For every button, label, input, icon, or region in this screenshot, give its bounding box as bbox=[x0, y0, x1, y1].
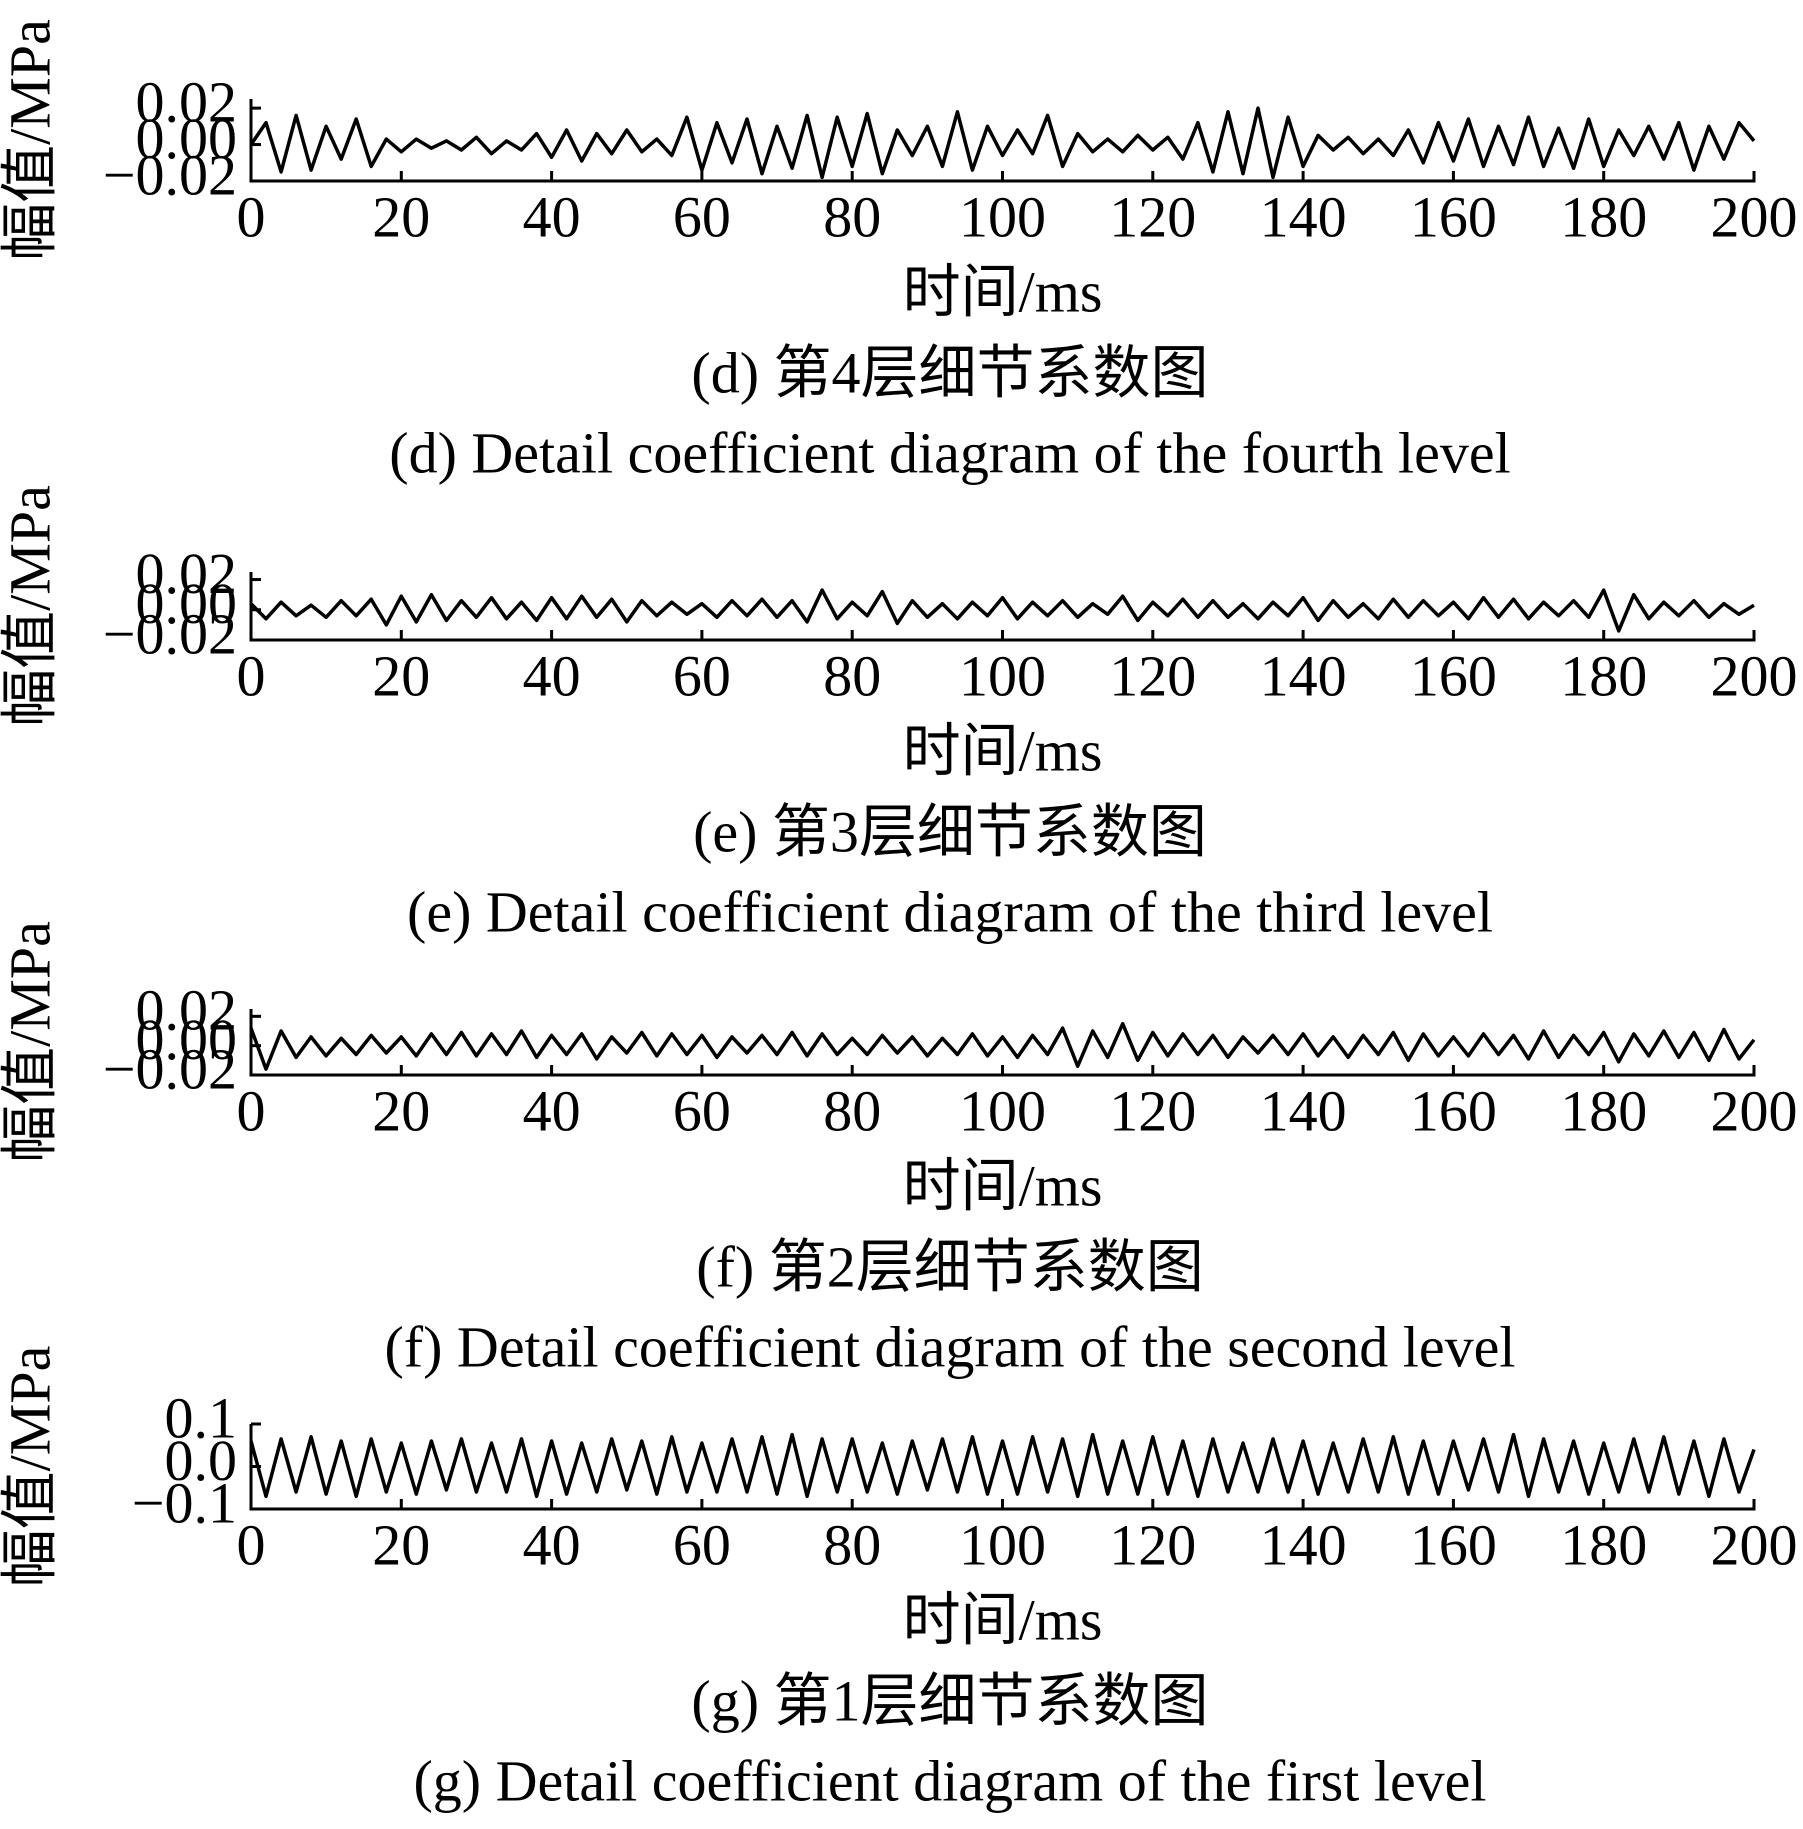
y-tick-label: −0.1 bbox=[132, 1470, 237, 1535]
x-tick-label: 20 bbox=[372, 643, 430, 708]
y-tick-label: 0.02 bbox=[136, 978, 238, 1043]
y-tick-label: 0.00 bbox=[136, 1007, 238, 1072]
y-tick-label: 0.00 bbox=[136, 571, 238, 636]
caption-en: (f) Detail coefficient diagram of the se… bbox=[384, 1314, 1515, 1379]
x-tick-label: 0 bbox=[237, 643, 266, 708]
x-tick-label: 80 bbox=[823, 643, 881, 708]
x-tick-label: 100 bbox=[959, 1078, 1046, 1143]
y-tick-label: −0.02 bbox=[103, 1036, 237, 1101]
x-tick-label: 200 bbox=[1711, 1512, 1798, 1577]
signal-line bbox=[249, 106, 1756, 180]
x-axis-label: 时间/ms bbox=[903, 1153, 1103, 1218]
y-tick-label: −0.02 bbox=[103, 601, 237, 666]
x-tick-label: 40 bbox=[523, 184, 581, 249]
x-tick-label: 0 bbox=[237, 1512, 266, 1577]
x-tick-label: 180 bbox=[1560, 643, 1647, 708]
x-tick-label: 40 bbox=[523, 1078, 581, 1143]
x-tick-label: 20 bbox=[372, 184, 430, 249]
x-tick-label: 180 bbox=[1560, 1512, 1647, 1577]
y-axis-label: 幅值/MPa bbox=[0, 19, 62, 261]
y-tick-label: 0.02 bbox=[136, 541, 238, 606]
x-axis-label: 时间/ms bbox=[903, 718, 1103, 783]
x-tick-label: 200 bbox=[1711, 643, 1798, 708]
x-tick-label: 60 bbox=[673, 1078, 731, 1143]
y-tick-label: −0.02 bbox=[103, 142, 237, 207]
x-tick-label: 180 bbox=[1560, 184, 1647, 249]
x-tick-label: 140 bbox=[1260, 643, 1347, 708]
x-tick-label: 120 bbox=[1109, 643, 1196, 708]
signal-line bbox=[249, 588, 1755, 633]
caption-zh: (f) 第2层细节系数图 bbox=[696, 1234, 1203, 1299]
x-tick-label: 120 bbox=[1109, 1078, 1196, 1143]
y-tick-label: 0.0 bbox=[165, 1428, 238, 1493]
y-tick-label: 0.1 bbox=[165, 1385, 238, 1450]
x-tick-label: 160 bbox=[1410, 643, 1497, 708]
caption-en: (g) Detail coefficient diagram of the fi… bbox=[413, 1748, 1486, 1813]
axis-frame bbox=[249, 99, 1756, 183]
x-axis-label: 时间/ms bbox=[903, 259, 1103, 324]
x-tick-label: 40 bbox=[523, 1512, 581, 1577]
y-axis-label: 幅值/MPa bbox=[0, 921, 62, 1163]
x-tick-label: 100 bbox=[959, 643, 1046, 708]
x-tick-label: 200 bbox=[1711, 1078, 1798, 1143]
x-tick-label: 140 bbox=[1260, 184, 1347, 249]
x-axis-label: 时间/ms bbox=[903, 1587, 1103, 1652]
x-tick-label: 160 bbox=[1410, 1512, 1497, 1577]
x-tick-label: 60 bbox=[673, 184, 731, 249]
x-tick-label: 180 bbox=[1560, 1078, 1647, 1143]
x-tick-label: 120 bbox=[1109, 1512, 1196, 1577]
x-tick-label: 60 bbox=[673, 643, 731, 708]
x-tick-label: 20 bbox=[372, 1078, 430, 1143]
x-tick-label: 140 bbox=[1260, 1512, 1347, 1577]
x-tick-label: 100 bbox=[959, 184, 1046, 249]
caption-zh: (g) 第1层细节系数图 bbox=[691, 1668, 1208, 1733]
x-tick-label: 160 bbox=[1410, 184, 1497, 249]
x-tick-label: 40 bbox=[523, 643, 581, 708]
x-tick-label: 80 bbox=[823, 1512, 881, 1577]
caption-en: (e) Detail coefficient diagram of the th… bbox=[407, 879, 1493, 944]
x-tick-label: 140 bbox=[1260, 1078, 1347, 1143]
signal-line bbox=[249, 1021, 1756, 1071]
y-axis-label: 幅值/MPa bbox=[0, 1346, 62, 1588]
x-tick-label: 100 bbox=[959, 1512, 1046, 1577]
axis-frame bbox=[249, 572, 1756, 642]
x-tick-label: 20 bbox=[372, 1512, 430, 1577]
y-tick-label: 0.00 bbox=[136, 106, 238, 171]
x-tick-label: 0 bbox=[237, 1078, 266, 1143]
x-tick-label: 120 bbox=[1109, 184, 1196, 249]
x-tick-label: 80 bbox=[823, 1078, 881, 1143]
x-tick-label: 200 bbox=[1711, 184, 1798, 249]
y-tick-label: 0.02 bbox=[136, 69, 238, 134]
x-tick-label: 0 bbox=[237, 184, 266, 249]
signal-line bbox=[249, 1432, 1756, 1499]
y-axis-label: 幅值/MPa bbox=[0, 485, 62, 727]
caption-zh: (e) 第3层细节系数图 bbox=[693, 799, 1207, 864]
x-tick-label: 80 bbox=[823, 184, 881, 249]
x-tick-label: 160 bbox=[1410, 1078, 1497, 1143]
x-tick-label: 60 bbox=[673, 1512, 731, 1577]
caption-en: (d) Detail coefficient diagram of the fo… bbox=[389, 420, 1510, 485]
caption-zh: (d) 第4层细节系数图 bbox=[691, 340, 1208, 405]
